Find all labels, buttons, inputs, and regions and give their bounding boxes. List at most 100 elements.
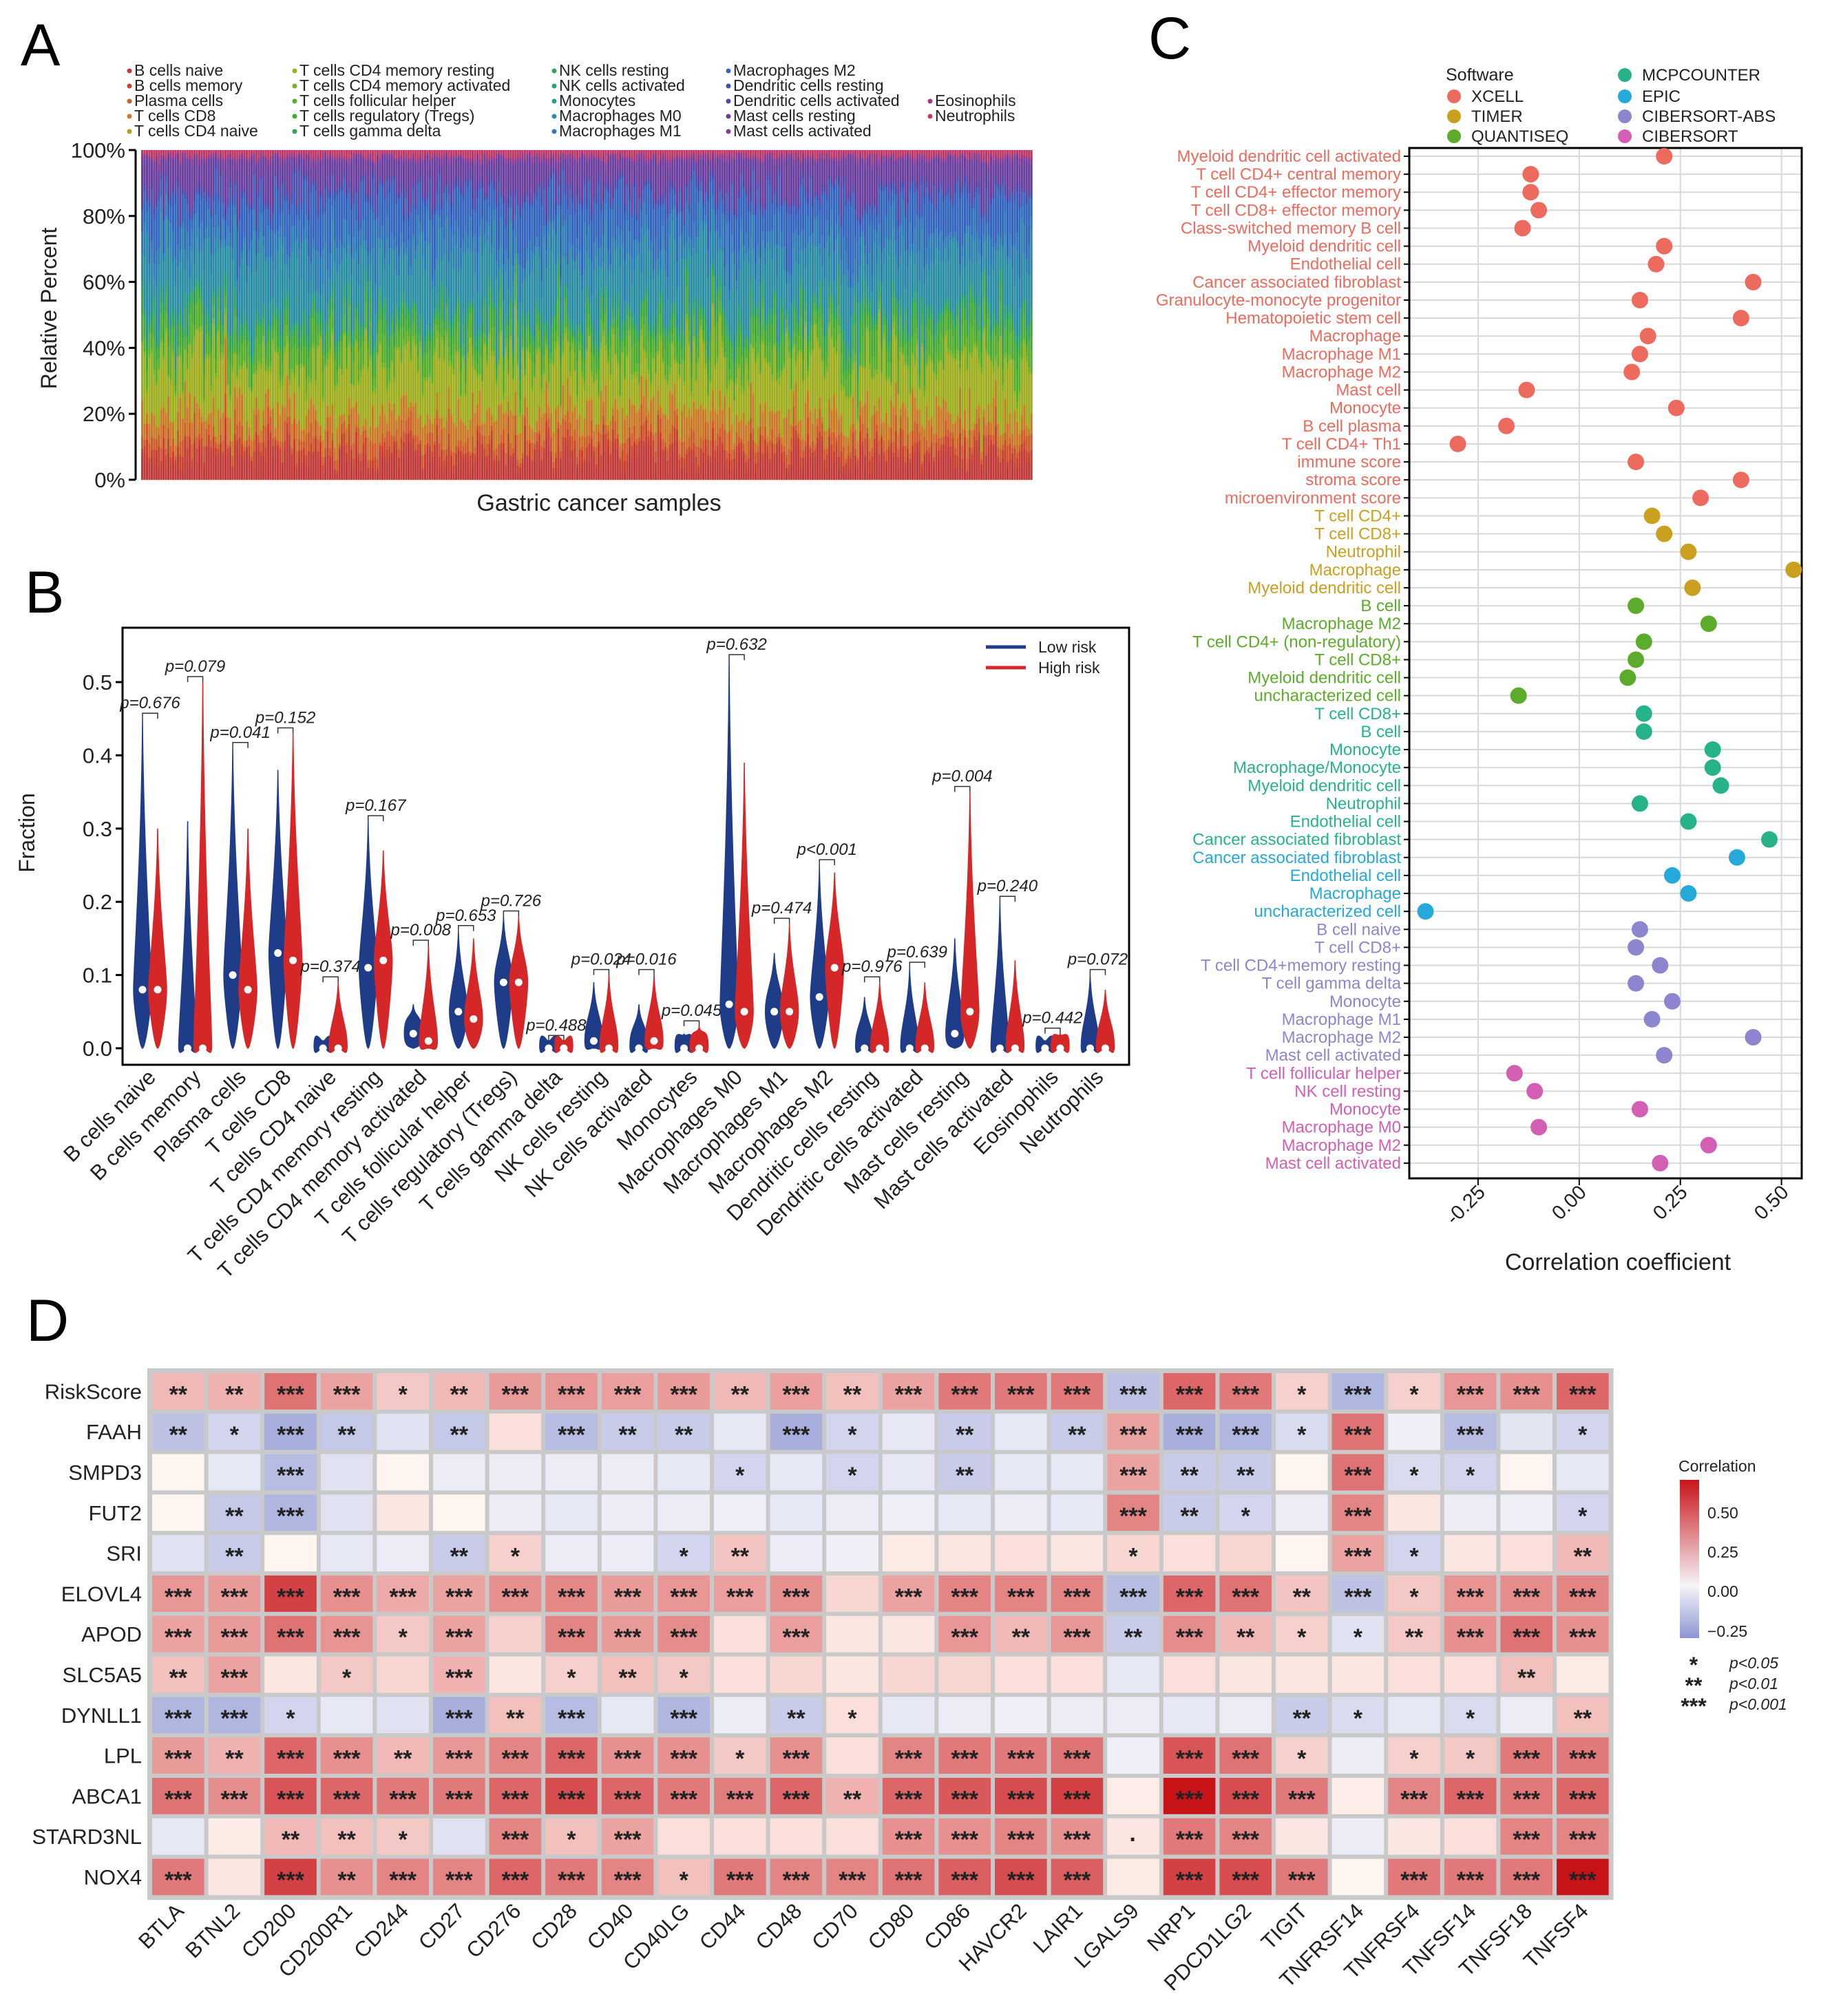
segment-dendritic-cells-resting [315,189,317,191]
segment-dendritic-cells-activated [642,180,645,184]
segment-t-cells-cd4-naive [642,394,645,398]
segment-plasma-cells [509,443,512,456]
segment-macrophages-m0 [598,266,600,347]
segment-plasma-cells [341,423,344,434]
segment-t-cells-cd4-memory-resting [269,372,272,408]
segment-monocytes [580,331,584,334]
segment-dendritic-cells-activated [276,185,280,189]
segment-dendritic-cells-activated [155,198,158,204]
segment-macrophages-m1 [260,213,262,233]
segment-nk-cells-resting [165,288,167,293]
segment-t-cells-cd8 [583,418,586,437]
segment-neutrophils [245,150,249,159]
sample-bar [319,150,322,480]
segment-dendritic-cells-resting [210,213,213,218]
segment-nk-cells-resting [647,328,650,335]
segment-mast-cells-activated [543,153,545,156]
segment-t-cells-regulatory-tregs [291,336,293,350]
segment-t-cells-cd4-naive [621,406,624,408]
segment-plasma-cells [348,414,350,425]
segment-t-cells-gamma-delta [624,337,627,339]
segment-mast-cells-resting [433,160,436,205]
segment-macrophages-m0 [281,243,284,330]
sample-bar [202,150,205,480]
segment-dendritic-cells-activated [250,203,253,208]
segment-plasma-cells [148,443,151,458]
segment-t-cells-follicular-helper [324,356,327,364]
segment-dendritic-cells-activated [193,192,196,195]
segment-t-cells-regulatory-tregs [640,311,643,318]
segment-b-cells-naive [552,474,555,480]
sample-bar [393,150,396,480]
segment-t-cells-cd4-memory-resting [153,374,156,416]
segment-mast-cells-resting [516,160,519,198]
segment-t-cells-cd4-memory-activated [295,363,298,365]
segment-t-cells-cd4-naive [336,427,339,429]
segment-neutrophils [143,150,146,154]
segment-macrophages-m1 [576,237,579,256]
segment-macrophages-m1 [174,257,177,286]
segment-b-cells-memory [174,459,177,466]
segment-eosinophils [338,155,341,156]
segment-neutrophils [153,150,156,161]
segment-t-cells-follicular-helper [267,342,270,367]
sample-bar [569,150,571,480]
segment-t-cells-gamma-delta [423,343,427,345]
sample-bar [374,150,377,480]
segment-monocytes [300,324,303,328]
segment-nk-cells-resting [153,304,156,312]
segment-t-cells-cd4-memory-activated [281,377,284,385]
segment-t-cells-regulatory-tregs [162,316,165,342]
segment-t-cells-follicular-helper [490,328,493,351]
segment-t-cells-cd8 [345,428,348,443]
segment-b-cells-memory [436,425,439,438]
segment-t-cells-regulatory-tregs [369,299,372,321]
segment-nk-cells-resting [362,328,365,335]
segment-t-cells-regulatory-tregs [417,341,419,357]
segment-mast-cells-resting [376,156,379,188]
segment-mast-cells-resting [238,158,241,209]
segment-dendritic-cells-resting [485,197,488,200]
segment-b-cells-memory [284,441,286,451]
segment-nk-cells-activated [207,315,210,322]
segment-b-cells-memory [533,449,536,461]
segment-neutrophils [421,150,424,159]
segment-t-cells-regulatory-tregs [176,324,179,348]
segment-t-cells-gamma-delta [645,292,648,295]
segment-t-cells-follicular-helper [158,357,160,369]
segment-macrophages-m0 [448,297,450,318]
segment-macrophages-m1 [158,247,160,265]
segment-t-cells-cd4-naive [588,397,591,401]
sample-bar [212,150,215,480]
segment-t-cells-cd4-naive [253,407,255,410]
segment-plasma-cells [364,429,367,438]
segment-t-cells-gamma-delta [148,328,151,330]
segment-t-cells-gamma-delta [274,319,277,321]
legend-swatch-dendritic-cells-activated [726,98,731,104]
segment-t-cells-cd4-memory-resting [640,335,643,376]
segment-t-cells-cd8 [333,447,336,461]
segment-dendritic-cells-resting [462,195,465,201]
segment-monocytes [519,370,522,374]
segment-macrophages-m0 [297,248,301,337]
segment-neutrophils [523,150,527,160]
segment-nk-cells-activated [179,311,182,314]
sample-bar [521,150,524,480]
segment-t-cells-cd8 [540,417,543,447]
segment-t-cells-cd8 [326,405,329,418]
segment-t-cells-regulatory-tregs [562,332,565,341]
segment-t-cells-cd4-memory-activated [543,370,545,374]
segment-b-cells-naive [379,449,381,480]
segment-macrophages-m1 [379,237,381,249]
segment-b-cells-memory [333,469,336,475]
segment-macrophages-m0 [193,263,196,286]
segment-neutrophils [141,150,144,156]
segment-eosinophils [576,160,579,163]
sample-bar [143,150,146,480]
segment-plasma-cells [500,435,503,444]
segment-dendritic-cells-activated [452,179,455,186]
segment-plasma-cells [343,421,346,434]
segment-nk-cells-activated [227,333,229,335]
segment-plasma-cells [564,421,567,438]
segment-b-cells-memory [345,452,348,460]
